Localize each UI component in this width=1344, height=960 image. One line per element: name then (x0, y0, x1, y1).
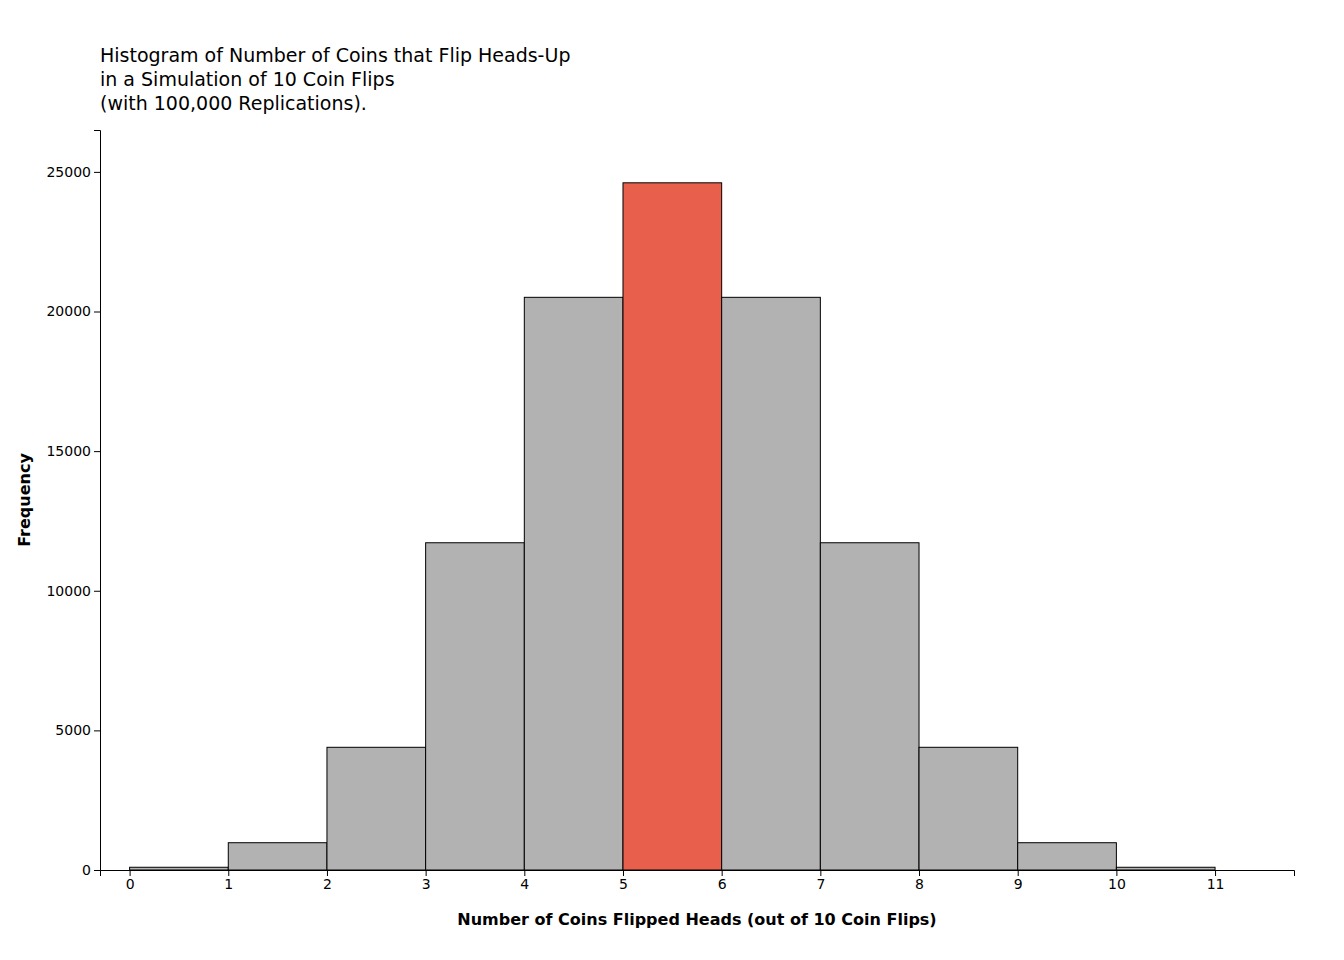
tick: 0 (82, 862, 100, 878)
chart: 0 1 2 3 4 5 6 7 8 9 10 11 0 5000 10000 15000 20000 25000 N… (0, 0, 1344, 960)
tick-label: 5 (619, 876, 628, 892)
tick-label: 11 (1207, 876, 1225, 892)
bar (623, 183, 722, 870)
tick: 1 (224, 870, 233, 892)
tick: 2 (323, 870, 332, 892)
tick: 10000 (46, 583, 100, 599)
tick: 6 (718, 870, 727, 892)
tick-label: 1 (224, 876, 233, 892)
tick: 3 (422, 870, 431, 892)
bars (130, 183, 1215, 870)
tick: 4 (520, 870, 529, 892)
bar (327, 747, 426, 870)
tick: 0 (126, 870, 135, 892)
tick-label: 10 (1108, 876, 1126, 892)
tick-mark (94, 591, 100, 592)
tick-mark (94, 730, 100, 731)
tick: 11 (1207, 870, 1225, 892)
axis-line (94, 131, 101, 871)
y-axis: 0 5000 10000 15000 20000 25000 (46, 131, 100, 878)
tick-label: 5000 (55, 722, 91, 738)
tick-label: 0 (126, 876, 135, 892)
bar (524, 297, 623, 870)
bar (820, 543, 919, 870)
bar (426, 543, 525, 870)
x-axis-title: Number of Coins Flipped Heads (out of 10… (457, 910, 936, 929)
title-line: Histogram of Number of Coins that Flip H… (100, 44, 570, 66)
plot-area: 0 1 2 3 4 5 6 7 8 9 10 11 0 5000 10000 15000 20000 25000 N… (15, 131, 1295, 930)
tick-mark (94, 172, 100, 173)
title-line: in a Simulation of 10 Coin Flips (100, 68, 395, 90)
tick-label: 9 (1014, 876, 1023, 892)
tick: 8 (915, 870, 924, 892)
tick-label: 15000 (46, 443, 91, 459)
tick-mark (94, 312, 100, 313)
tick: 25000 (46, 164, 100, 180)
bar (722, 297, 821, 870)
tick: 15000 (46, 443, 100, 459)
x-axis: 0 1 2 3 4 5 6 7 8 9 10 11 (101, 870, 1295, 892)
tick: 5 (619, 870, 628, 892)
tick-label: 7 (816, 876, 825, 892)
bar (1018, 843, 1117, 870)
tick-label: 0 (82, 862, 91, 878)
tick-label: 8 (915, 876, 924, 892)
title-line: (with 100,000 Replications). (100, 92, 367, 114)
tick-label: 4 (520, 876, 529, 892)
tick-label: 3 (422, 876, 431, 892)
tick-label: 10000 (46, 583, 91, 599)
tick-label: 6 (718, 876, 727, 892)
bar (919, 747, 1018, 870)
bar (130, 867, 229, 870)
tick-mark (94, 870, 100, 871)
bar (228, 843, 327, 870)
tick-mark (94, 451, 100, 452)
tick: 20000 (46, 303, 100, 319)
tick-label: 25000 (46, 164, 91, 180)
bar (1116, 867, 1215, 870)
tick: 9 (1014, 870, 1023, 892)
tick: 7 (816, 870, 825, 892)
title: Histogram of Number of Coins that Flip H… (100, 44, 570, 114)
tick-label: 20000 (46, 303, 91, 319)
tick-label: 2 (323, 876, 332, 892)
tick: 5000 (55, 722, 100, 738)
y-axis-title: Frequency (15, 453, 34, 547)
tick: 10 (1108, 870, 1126, 892)
